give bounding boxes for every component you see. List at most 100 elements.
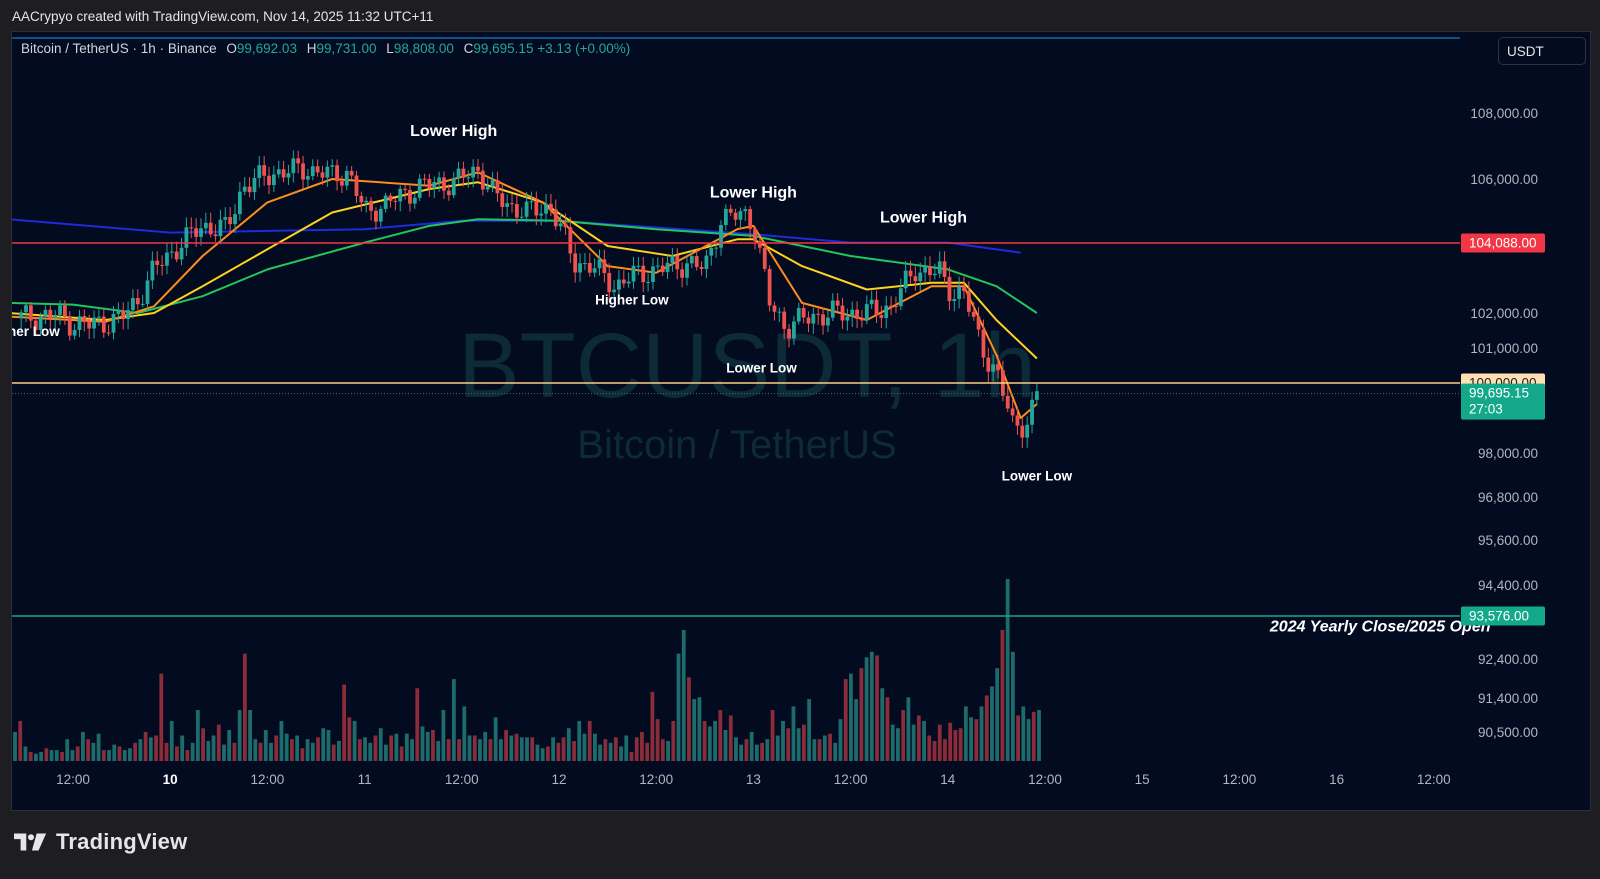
volume-bar — [624, 735, 629, 761]
volume-bar — [963, 706, 968, 761]
candle-body — [28, 305, 33, 321]
volume-bar — [33, 753, 38, 761]
volume-bar — [242, 653, 247, 761]
volume-bar — [352, 720, 357, 761]
candle-body — [43, 309, 48, 317]
candle-body — [63, 305, 67, 317]
volume-bar — [357, 739, 362, 761]
volume-bar — [164, 742, 169, 761]
x-tick-label: 12:00 — [56, 772, 90, 787]
volume-bar — [195, 710, 200, 761]
volume-bar — [906, 697, 911, 761]
candle-body — [840, 305, 845, 321]
candle-body — [19, 312, 24, 319]
price-label-last — [1461, 383, 1545, 420]
volume-bar — [875, 655, 879, 761]
volume-bar — [462, 706, 467, 761]
candle-body — [165, 252, 169, 266]
candle-body — [203, 222, 208, 229]
currency-selector[interactable]: USDT — [1498, 37, 1586, 65]
volume-bar — [44, 748, 49, 761]
volume-bar — [451, 679, 456, 761]
volume-bar — [702, 720, 707, 761]
candle-body — [213, 234, 218, 237]
countdown-text: 27:03 — [1469, 402, 1503, 417]
candle-body — [636, 265, 641, 267]
candle-body — [864, 304, 869, 321]
candle-body — [417, 178, 422, 198]
y-tick-label: 96,800.00 — [1478, 490, 1538, 505]
chart-canvas[interactable]: BTCUSDT, 1h Bitcoin / TetherUS Lower Hig… — [12, 32, 1590, 810]
candle-body — [830, 300, 835, 318]
volume-bar — [211, 735, 216, 761]
volume-bar — [75, 746, 80, 761]
candle-body — [169, 251, 174, 253]
volume-bar — [770, 710, 775, 761]
candle-body — [884, 305, 889, 318]
volume-bar — [619, 746, 623, 761]
volume-bar — [112, 744, 117, 761]
low-value: 98,808.00 — [393, 41, 454, 56]
chart-panel[interactable]: BTCUSDT, 1h Bitcoin / TetherUS Lower Hig… — [11, 31, 1591, 811]
volume-bar — [1010, 651, 1015, 761]
candle-body — [476, 166, 480, 171]
volume-bar — [807, 699, 812, 761]
candle-body — [422, 178, 427, 180]
volume-bar — [284, 733, 289, 761]
candle-body — [563, 223, 568, 228]
candle-body — [505, 203, 510, 207]
candle-body — [583, 262, 587, 264]
annotation-label: Higher Low — [595, 293, 669, 308]
candle-body — [738, 211, 743, 220]
open-label: O — [226, 41, 237, 56]
volume-bar — [13, 731, 17, 761]
volume-bar — [70, 750, 75, 761]
candle-body — [937, 261, 942, 274]
volume-bars — [13, 579, 1041, 761]
y-tick-label: 98,000.00 — [1478, 446, 1538, 461]
volume-bar — [18, 720, 23, 761]
candle-body — [131, 298, 135, 311]
attribution-text: AACrypyo created with TradingView.com, N… — [12, 9, 434, 24]
candle-body — [612, 289, 616, 293]
candle-body — [48, 309, 53, 319]
volume-bar — [650, 691, 655, 761]
candle-body — [772, 305, 777, 312]
candle-body — [1030, 399, 1034, 425]
annotation-label: 2024 Yearly Close/2025 Open — [1269, 619, 1491, 636]
tradingview-logo[interactable]: TradingView — [14, 829, 187, 855]
volume-bar — [478, 739, 482, 761]
volume-bar — [237, 710, 242, 761]
volume-bar — [1031, 711, 1036, 761]
volume-bar — [859, 668, 864, 761]
candle-body — [451, 178, 456, 196]
x-tick-label: 12 — [551, 772, 566, 787]
candle-body — [879, 315, 884, 318]
candle-body — [442, 177, 446, 191]
candle-body — [1035, 391, 1039, 400]
volume-bar — [295, 735, 300, 761]
symbol-name[interactable]: Bitcoin / TetherUS · 1h · Binance — [21, 41, 217, 56]
candle-body — [534, 201, 539, 216]
candle-body — [733, 212, 738, 220]
candle-body — [374, 210, 378, 222]
candle-body — [903, 270, 908, 289]
candle-body — [996, 364, 1000, 371]
candle-body — [796, 307, 801, 322]
x-tick-label: 14 — [940, 772, 956, 787]
candle-body — [743, 209, 748, 212]
volume-bar — [122, 750, 127, 761]
candle-body — [641, 265, 646, 283]
candle-body — [223, 217, 228, 220]
volume-bar — [300, 748, 305, 761]
volume-bar — [441, 710, 446, 761]
volume-bar — [404, 733, 409, 761]
volume-bar — [922, 720, 926, 761]
volume-bar — [420, 726, 425, 761]
volume-bar — [896, 728, 900, 761]
volume-bar — [556, 742, 561, 761]
volume-bar — [561, 737, 566, 761]
volume-bar — [723, 730, 728, 761]
candle-body — [889, 305, 893, 307]
candle-body — [140, 303, 145, 305]
